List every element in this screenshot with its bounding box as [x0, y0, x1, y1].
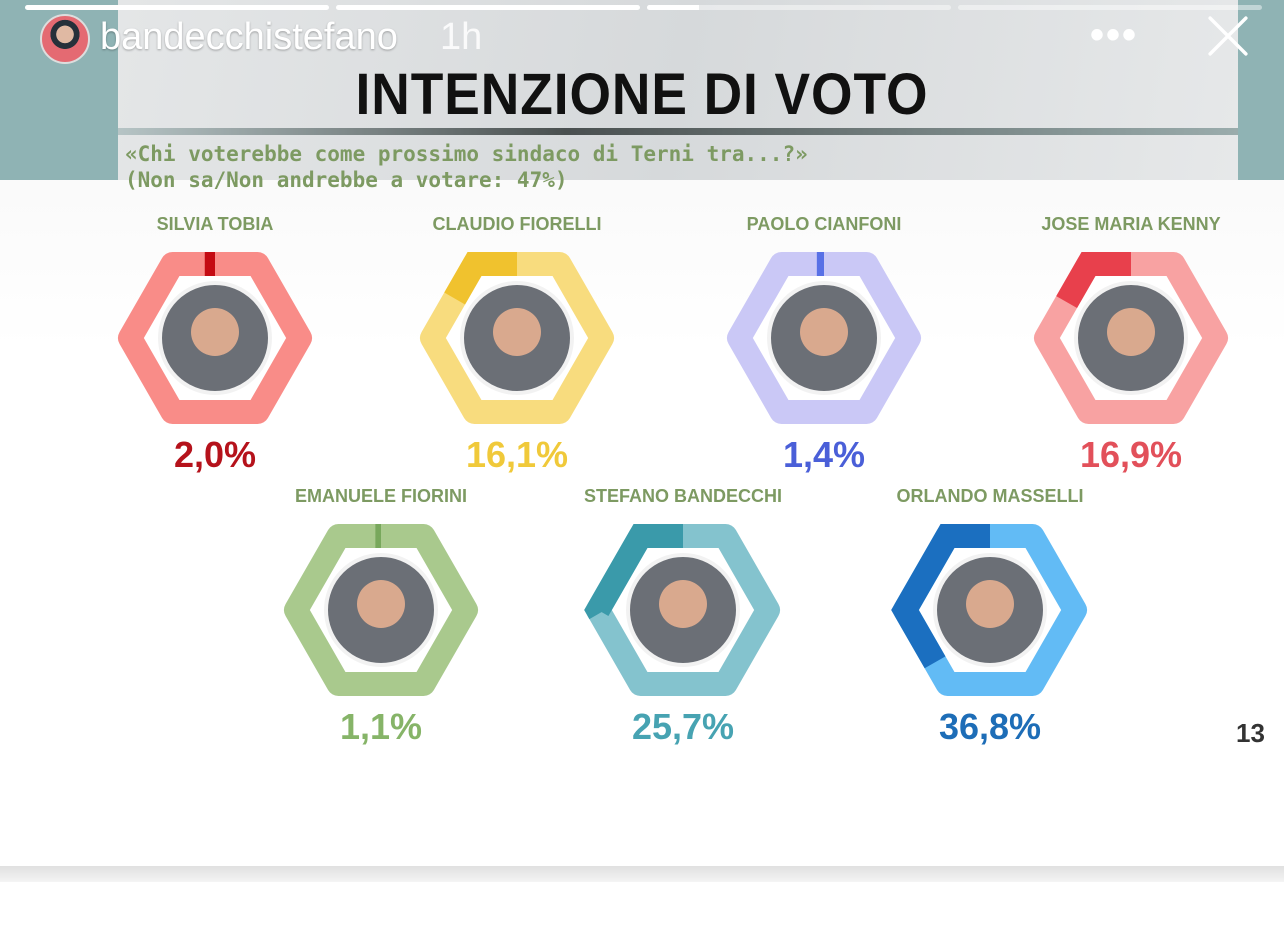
candidate-face [659, 580, 707, 628]
avatar[interactable] [40, 14, 90, 64]
hexagon-value-fill [1032, 252, 1230, 424]
hexagon-value-fill [418, 252, 616, 424]
candidate-hexagon [418, 252, 616, 424]
candidate-name: PAOLO CIANFONI [746, 214, 902, 234]
candidate-face [800, 308, 848, 356]
header-rule [118, 128, 1238, 135]
page-number: 13 [1236, 718, 1265, 748]
header-panel [118, 0, 1238, 180]
candidate-name: JOSE MARIA KENNY [1041, 214, 1221, 234]
candidate-hexagon [1032, 252, 1230, 424]
story-progress-segment [336, 5, 640, 10]
candidate-name: CLAUDIO FIORELLI [432, 214, 602, 234]
candidate-percentage: 36,8% [938, 706, 1042, 747]
username[interactable]: bandecchistefano [100, 16, 398, 58]
candidate-hexagon [282, 524, 480, 696]
candidate-percentage: 1,1% [339, 706, 423, 747]
divider [0, 866, 1284, 882]
candidate-hexagon [584, 524, 782, 696]
candidate-hexagon [891, 524, 1089, 696]
candidate-name: SILVIA TOBIA [156, 214, 274, 234]
candidate-name: STEFANO BANDECCHI [583, 486, 782, 506]
candidate-percentage: 16,9% [1079, 434, 1183, 475]
candidate-percentage: 16,1% [465, 434, 569, 475]
candidate-face [493, 308, 541, 356]
story-image: INTENZIONE DI VOTO «Chi voterebbe come p… [0, 0, 1284, 870]
candidate-face [357, 580, 405, 628]
chart-note: (Non sa/Non andrebbe a votare: 47%) [125, 168, 568, 192]
candidate-percentage: 2,0% [173, 434, 257, 475]
candidate-percentage: 25,7% [631, 706, 735, 747]
timestamp: 1h [440, 16, 483, 58]
story-progress-segment [647, 5, 951, 10]
chart-title: INTENZIONE DI VOTO [355, 62, 929, 127]
candidate-hexagon [725, 252, 923, 424]
more-options-button[interactable]: ••• [1090, 13, 1139, 57]
chart-question: «Chi voterebbe come prossimo sindaco di … [125, 142, 808, 166]
candidate-face [1107, 308, 1155, 356]
candidate-name: EMANUELE FIORINI [294, 486, 467, 506]
candidate-hexagon [116, 252, 314, 424]
hexagon-value-fill [891, 524, 1089, 696]
close-icon[interactable] [1206, 14, 1250, 58]
story-progress-segment [25, 5, 329, 10]
candidate-face [966, 580, 1014, 628]
story-progress-segment [958, 5, 1262, 10]
hexagon-value-fill [584, 524, 782, 696]
candidate-face [191, 308, 239, 356]
candidate-name: ORLANDO MASSELLI [896, 486, 1084, 506]
candidate-percentage: 1,4% [782, 434, 866, 475]
